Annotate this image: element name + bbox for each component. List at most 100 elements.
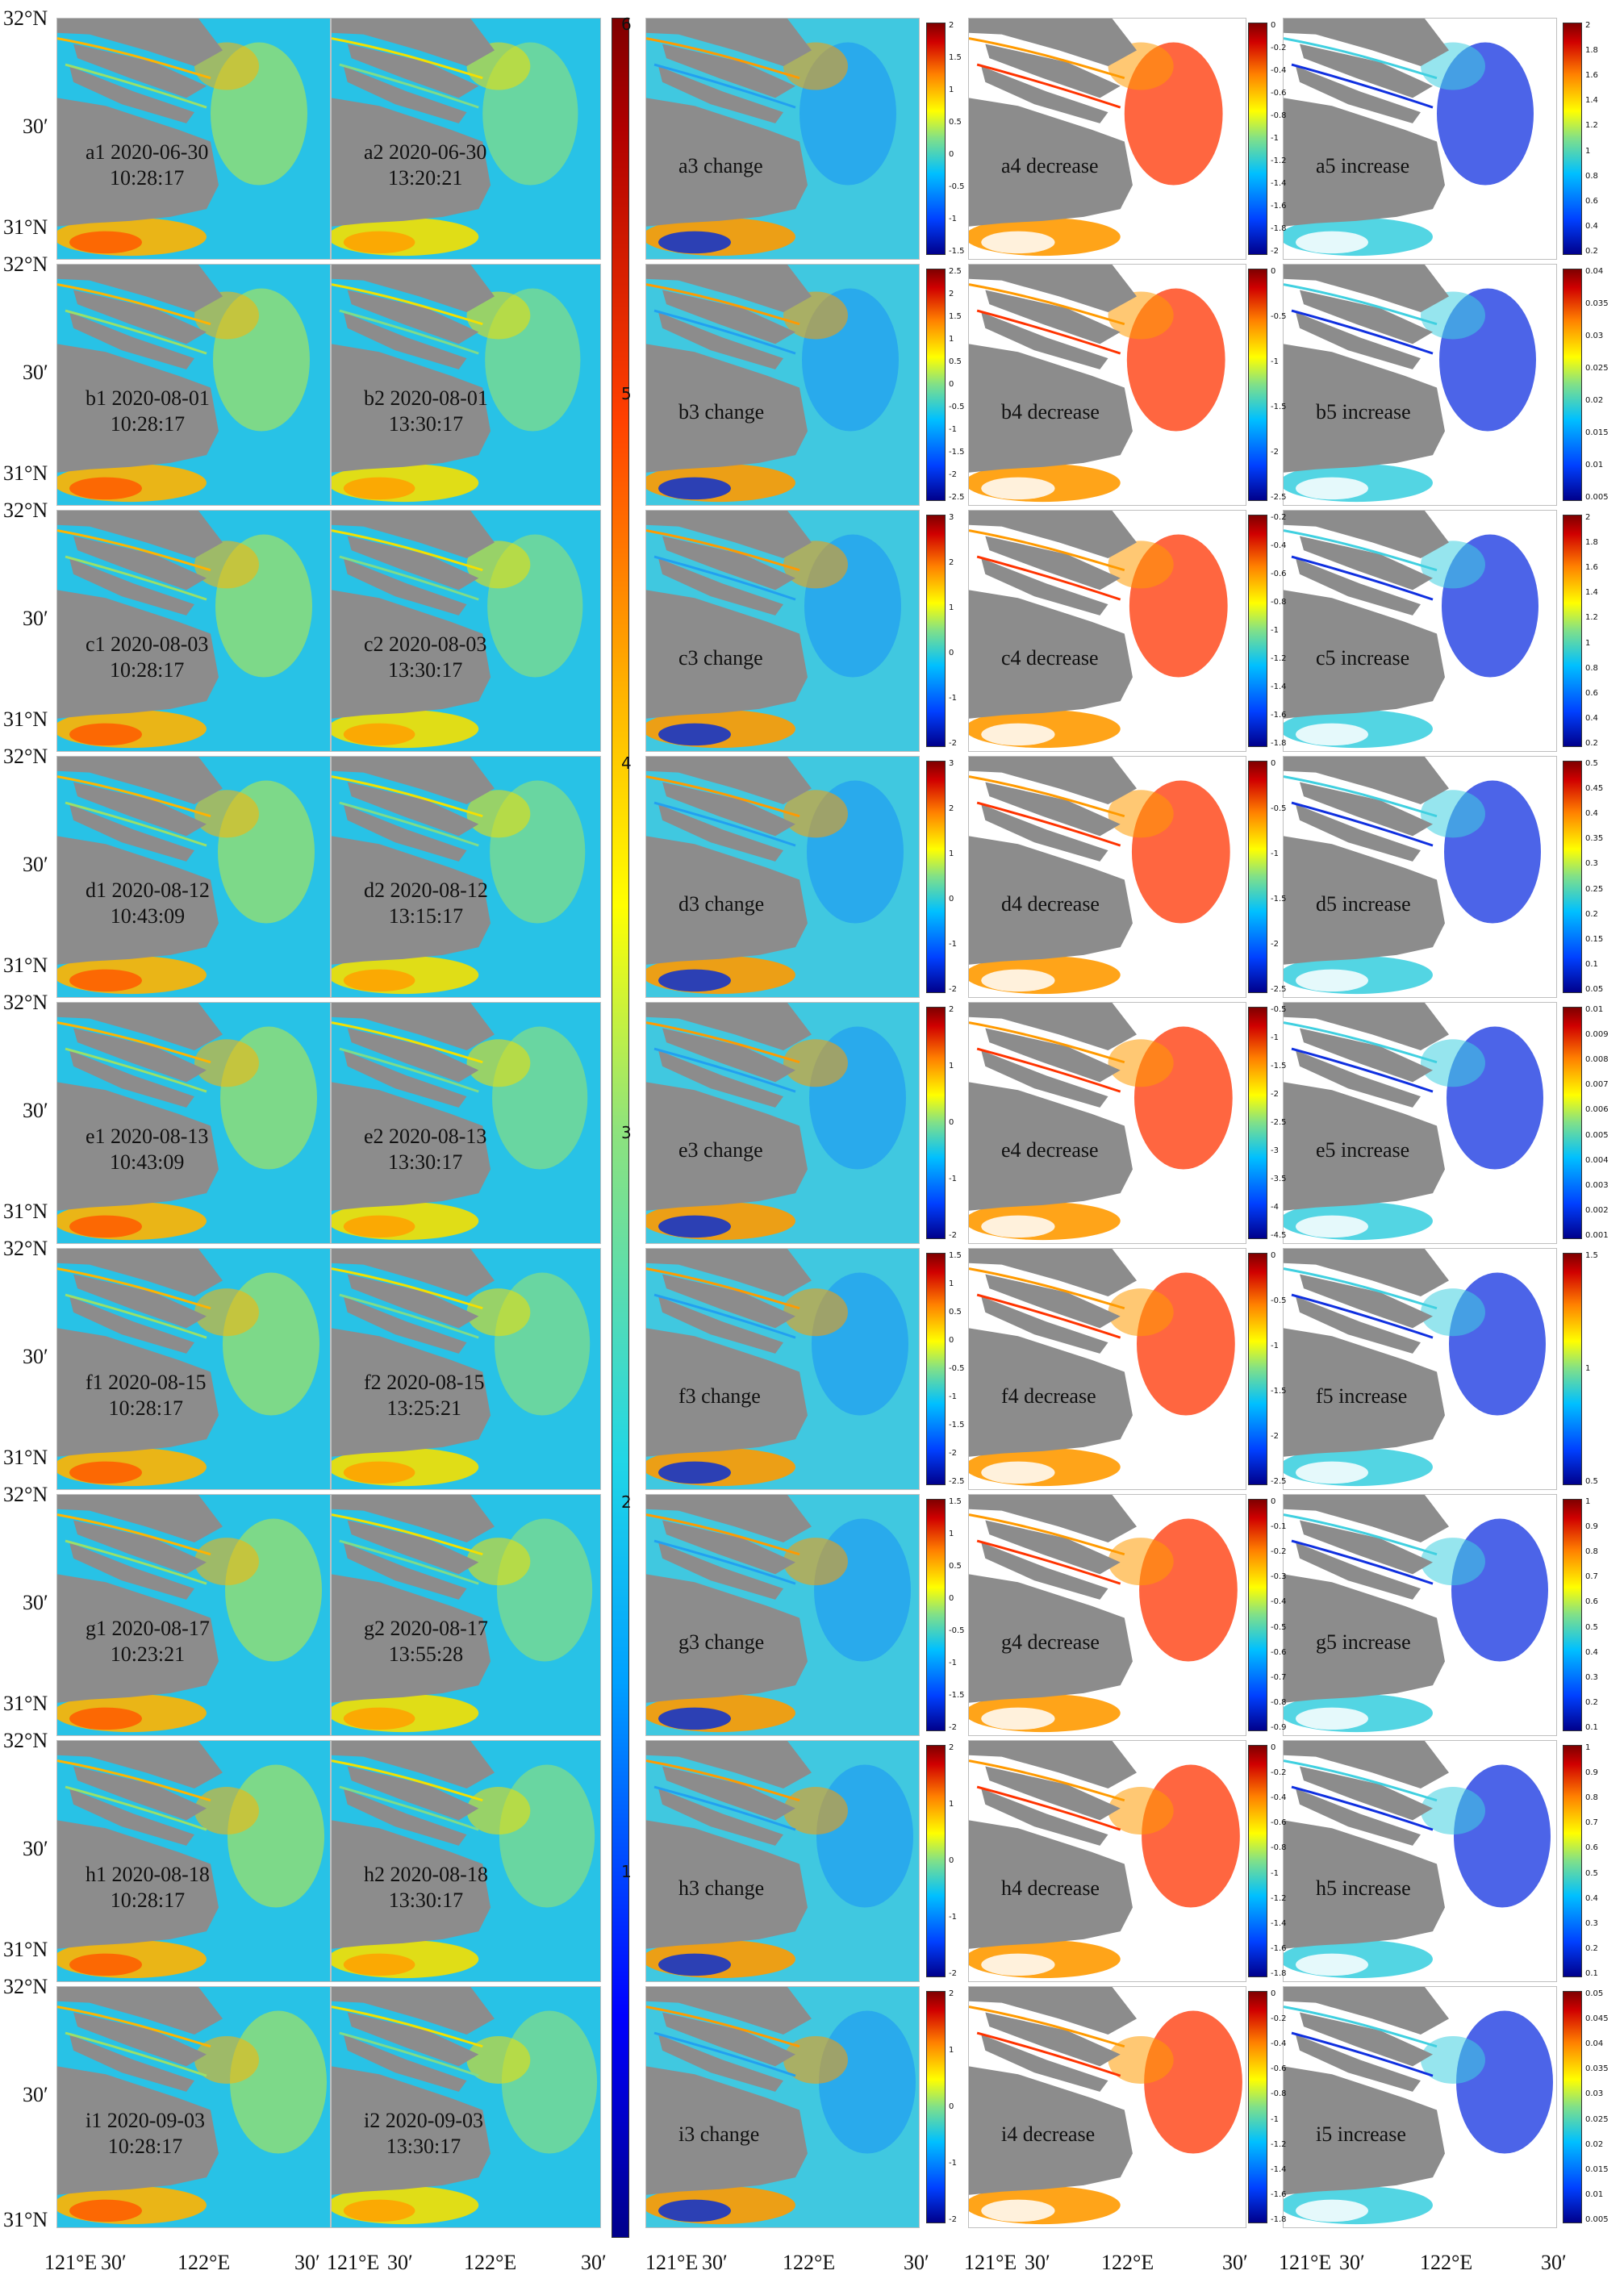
colorbar-a3 (926, 23, 946, 255)
colorbar-tick: 1.5 (1585, 1251, 1598, 1260)
panel-a3: a3 change (645, 18, 920, 260)
panel-label-f2: f2 2020-08-15 13:25:21 (364, 1370, 484, 1421)
colorbar-tick: 1.2 (1585, 121, 1598, 131)
panel-label-g3: g3 change (678, 1630, 765, 1654)
colorbar-tick: -0.2 (1271, 1768, 1287, 1778)
panel-time-text: 10:28:17 (108, 1396, 183, 1420)
colorbar-tick: 0 (1271, 759, 1276, 768)
colorbar-tick: -0.2 (1271, 1547, 1287, 1557)
lat-label: 30′ (23, 853, 48, 876)
colorbar-tick: -1.6 (1271, 711, 1287, 720)
panel-label-g1: g1 2020-08-17 10:23:21 (86, 1616, 210, 1667)
colorbar-tick: 0.2 (1585, 1943, 1598, 1953)
colorbar-tick: -1.4 (1271, 1918, 1287, 1928)
lon-label: 30′ (387, 2251, 413, 2274)
colorbar-tick: 0.9 (1585, 1522, 1598, 1532)
colorbar-tick: -2 (949, 985, 957, 994)
lat-label: 31°N (3, 1446, 48, 1469)
colorbar-tick: -0.1 (1271, 1522, 1287, 1532)
colorbar-tick: -0.5 (1271, 1296, 1287, 1305)
panel-label-h4: h4 decrease (1001, 1876, 1100, 1900)
panel-d4: d4 decrease (968, 756, 1246, 998)
colorbar-tick: -1 (1271, 626, 1279, 635)
lat-label: 32°N (3, 1483, 48, 1506)
colorbar-tick: 0.6 (1585, 688, 1598, 698)
colorbar-tick: 2 (949, 1743, 954, 1752)
colorbar-tick: -0.6 (1271, 2064, 1287, 2074)
colorbar-tick: -1.2 (1271, 654, 1287, 663)
colorbar-tick: 1 (1585, 1497, 1591, 1506)
colorbar-tick: -0.8 (1271, 1843, 1287, 1853)
panel-label-g4: g4 decrease (1001, 1630, 1100, 1654)
colorbar-tick: 1.8 (1585, 538, 1598, 548)
panel-d3: d3 change (645, 756, 920, 998)
lat-label: 31°N (3, 1692, 48, 1715)
colorbar-tick: -3.5 (1271, 1175, 1287, 1183)
lat-label: 30′ (23, 115, 48, 138)
panel-h1: h1 2020-08-18 10:28:17 (56, 1740, 331, 1982)
lat-label: 31°N (3, 1938, 48, 1961)
panel-time-text: 13:30:17 (388, 412, 464, 436)
colorbar-tick: 0.04 (1585, 267, 1604, 276)
colorbar-tick: -0.5 (1271, 804, 1287, 813)
colorbar-tick: -0.9 (1271, 1723, 1287, 1732)
colorbar-tick: -0.8 (1271, 111, 1287, 120)
colorbar-tick: 0.5 (949, 357, 962, 366)
colorbar-tick: 0 (1271, 21, 1276, 30)
colorbar-tick: 0.01 (1585, 461, 1604, 470)
colorbar-tick: 0.4 (1585, 713, 1598, 723)
colorbar-tick: -2.5 (949, 1477, 965, 1486)
colorbar-tick: 0.015 (1585, 428, 1609, 437)
lon-label: 30′ (904, 2251, 929, 2274)
colorbar-tick: 0.2 (1585, 739, 1598, 748)
colorbar-tick: -2 (1271, 940, 1279, 949)
colorbar-f4 (1248, 1253, 1267, 1485)
colorbar-tick: 0.5 (1585, 759, 1598, 768)
colorbar-tick: 2 (949, 804, 954, 813)
colorbar-tick: 0.025 (1585, 2114, 1609, 2124)
colorbar-tick: -2 (949, 2215, 957, 2224)
colorbar-tick: -1 (949, 940, 957, 949)
colorbar-tick: 1 (949, 2046, 954, 2055)
colorbar-tick: 1.8 (1585, 46, 1598, 56)
panel-c5: c5 increase (1283, 510, 1557, 752)
colorbar-tick: 0.005 (1585, 1130, 1609, 1140)
colorbar-tick: -0.4 (1271, 66, 1287, 75)
colorbar-tick: -0.4 (1271, 1597, 1287, 1607)
panel-label-h5: h5 increase (1316, 1876, 1411, 1900)
colorbar-tick: -1 (949, 215, 957, 223)
colorbar-d4 (1248, 761, 1267, 993)
colorbar-b4 (1248, 269, 1267, 501)
colorbar-tick: -0.8 (1271, 598, 1287, 607)
panel-date-text: h1 2020-08-18 (86, 1863, 210, 1886)
colorbar-tick: -2.5 (949, 493, 965, 502)
colorbar-tick: -1.8 (1271, 1969, 1287, 1978)
colorbar-tick: -2 (1271, 448, 1279, 457)
colorbar-tick: 0.045 (1585, 2014, 1609, 2024)
panel-c1: c1 2020-08-03 10:28:17 (56, 510, 331, 752)
colorbar-tick: 2 (949, 1989, 954, 1998)
lat-label: 30′ (23, 1345, 48, 1368)
panel-date-text: a1 2020-06-30 (86, 140, 209, 164)
panel-g2: g2 2020-08-17 13:55:28 (331, 1494, 601, 1736)
colorbar-tick: 0.035 (1585, 299, 1609, 308)
colorbar-tick: 1 (949, 335, 954, 344)
panel-b1: b1 2020-08-01 10:28:17 (56, 264, 331, 506)
panel-date-text: g1 2020-08-17 (86, 1617, 210, 1640)
panel-label-a4: a4 decrease (1001, 154, 1099, 177)
lat-label: 32°N (3, 1237, 48, 1260)
colorbar-tick: 1 (1585, 146, 1591, 156)
panel-label-h3: h3 change (678, 1876, 765, 1900)
panel-f3: f3 change (645, 1248, 920, 1490)
lat-label: 31°N (3, 215, 48, 239)
panel-label-g2: g2 2020-08-17 13:55:28 (364, 1616, 488, 1667)
colorbar-tick: 0.5 (1585, 1622, 1598, 1632)
panel-label-h1: h1 2020-08-18 10:28:17 (86, 1862, 210, 1914)
panel-i5: i5 increase (1283, 1986, 1557, 2228)
colorbar-tick: 1.4 (1585, 96, 1598, 106)
colorbar-tick: 0.2 (1585, 1697, 1598, 1707)
colorbar-tick: 1 (1585, 1743, 1591, 1752)
panel-label-f3: f3 change (678, 1384, 761, 1408)
panel-d2: d2 2020-08-12 13:15:17 (331, 756, 601, 998)
panel-label-f5: f5 increase (1316, 1384, 1408, 1408)
